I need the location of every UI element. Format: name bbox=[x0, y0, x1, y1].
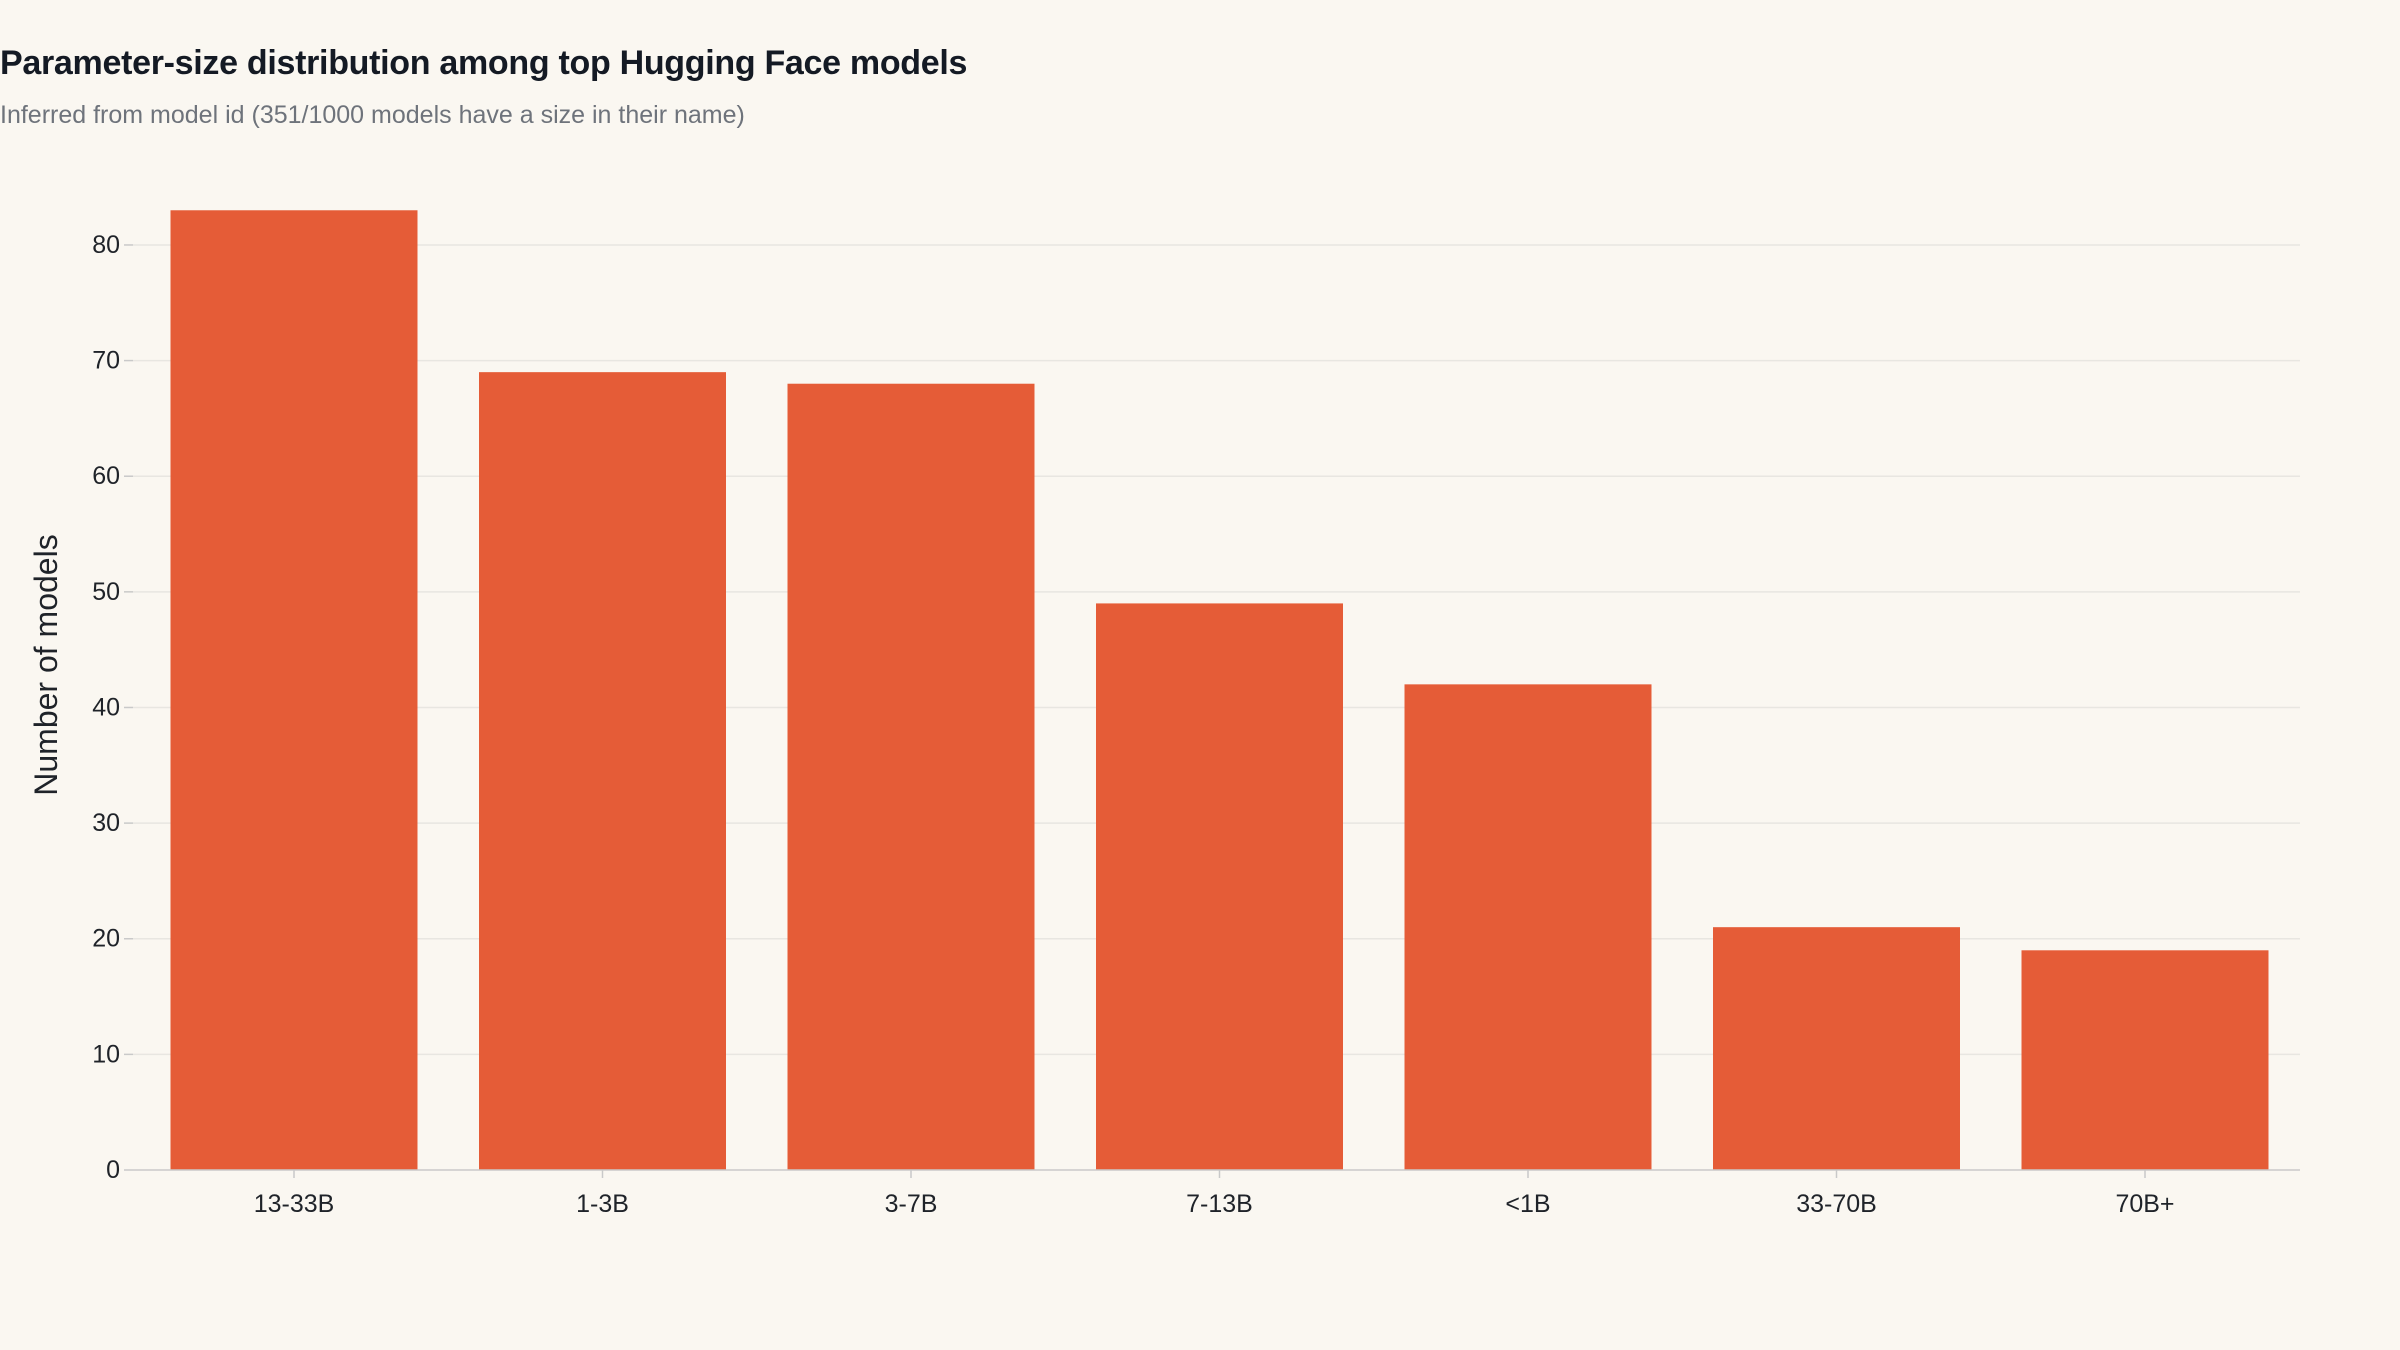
chart-subtitle: Inferred from model id (351/1000 models … bbox=[0, 101, 745, 129]
chart-title: Parameter-size distribution among top Hu… bbox=[0, 44, 968, 82]
bar-7-13B[interactable] bbox=[1096, 603, 1343, 1170]
x-tick-labels: 13-33B 1-3B 3-7B 7-13B <1B 33-70B 70B+ bbox=[254, 1170, 2175, 1218]
y-tick-label: 10 bbox=[92, 1040, 120, 1068]
bar-<1B[interactable] bbox=[1404, 684, 1652, 1170]
y-tick-label: 80 bbox=[92, 231, 120, 259]
x-tick-label: 3-7B bbox=[885, 1190, 938, 1218]
y-tick-label: 20 bbox=[92, 925, 120, 953]
x-tick-label: <1B bbox=[1505, 1190, 1550, 1218]
x-tick-label: 7-13B bbox=[1186, 1190, 1253, 1218]
y-tick-label: 30 bbox=[92, 809, 120, 837]
y-tick-label: 60 bbox=[92, 462, 120, 490]
y-tick-label: 40 bbox=[92, 693, 120, 721]
bars bbox=[170, 210, 2269, 1170]
bar-13-33B[interactable] bbox=[170, 210, 418, 1170]
y-tick-label: 70 bbox=[92, 347, 120, 375]
bar-1-3B[interactable] bbox=[479, 372, 726, 1170]
x-tick-label: 1-3B bbox=[576, 1190, 629, 1218]
y-tick-labels: 0 10 20 30 40 50 60 70 80 bbox=[92, 231, 133, 1184]
bar-33-70B[interactable] bbox=[1713, 927, 1960, 1170]
bar-70B+[interactable] bbox=[2021, 950, 2269, 1170]
bar-3-7B[interactable] bbox=[787, 383, 1035, 1170]
y-axis-label: Number of models bbox=[28, 534, 64, 795]
x-tick-label: 70B+ bbox=[2115, 1190, 2174, 1218]
x-tick-label: 13-33B bbox=[254, 1190, 335, 1218]
y-tick-label: 50 bbox=[92, 578, 120, 606]
y-tick-label: 0 bbox=[106, 1156, 120, 1184]
x-tick-label: 33-70B bbox=[1796, 1190, 1877, 1218]
